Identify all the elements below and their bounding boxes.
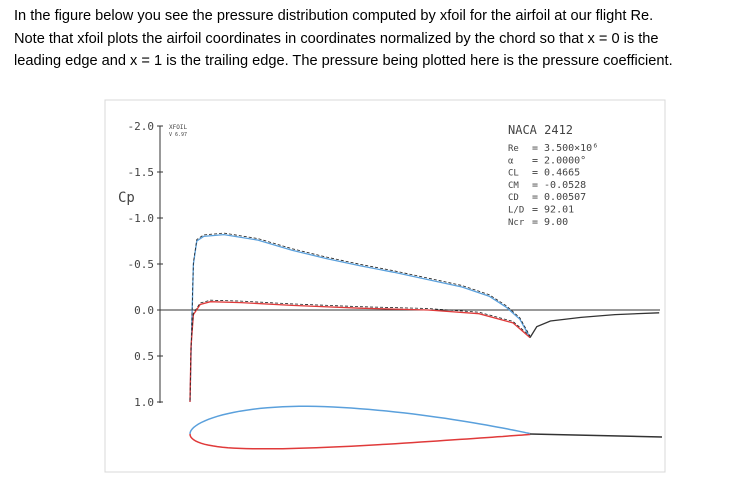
param-value: = -0.0528: [532, 180, 586, 191]
wake-cp-curve: [529, 312, 660, 338]
y-axis-label: Cp: [118, 190, 135, 206]
paragraph-line: In the figure below you see the pressure…: [14, 8, 654, 24]
param-value: = 9.00: [532, 217, 568, 228]
paragraph-line: leading edge and x = 1 is the trailing e…: [14, 53, 673, 69]
y-tick-label: -1.5: [128, 166, 155, 179]
airfoil-name: NACA 2412: [508, 123, 573, 137]
y-tick-label: 0.5: [134, 350, 154, 363]
param-label: Re: [508, 144, 519, 154]
y-tick-label: -2.0: [128, 120, 155, 133]
version-label: V 6.97: [169, 132, 187, 138]
param-value: = 92.01: [532, 205, 574, 216]
y-tick-label: 1.0: [134, 396, 154, 409]
y-tick-label: -0.5: [128, 258, 155, 271]
param-label: α: [508, 156, 514, 166]
param-label: CM: [508, 181, 519, 191]
y-tick-label: -1.0: [128, 212, 155, 225]
param-label: Ncr: [508, 218, 525, 228]
paragraph-line: Note that xfoil plots the airfoil coordi…: [14, 30, 659, 47]
param-value: = 2.0000°: [532, 155, 586, 166]
lower-inviscid-cp-curve: [189, 299, 531, 401]
param-label: CD: [508, 193, 519, 203]
param-value: = 0.4665: [532, 168, 580, 179]
airfoil-lower-surface: [189, 433, 531, 450]
param-label: L/D: [508, 206, 524, 216]
airfoil-upper-surface: [189, 405, 531, 435]
param-label: CL: [508, 169, 519, 179]
figure-frame: [104, 99, 666, 473]
description-paragraph: In the figure below you see the pressure…: [14, 5, 749, 73]
y-tick-label: 0.0: [134, 304, 154, 317]
program-label: XFOIL: [169, 124, 187, 131]
wake-line: [529, 433, 663, 438]
param-value: = 3.500×10⁶: [532, 143, 598, 154]
param-value: = 0.00507: [532, 192, 586, 203]
